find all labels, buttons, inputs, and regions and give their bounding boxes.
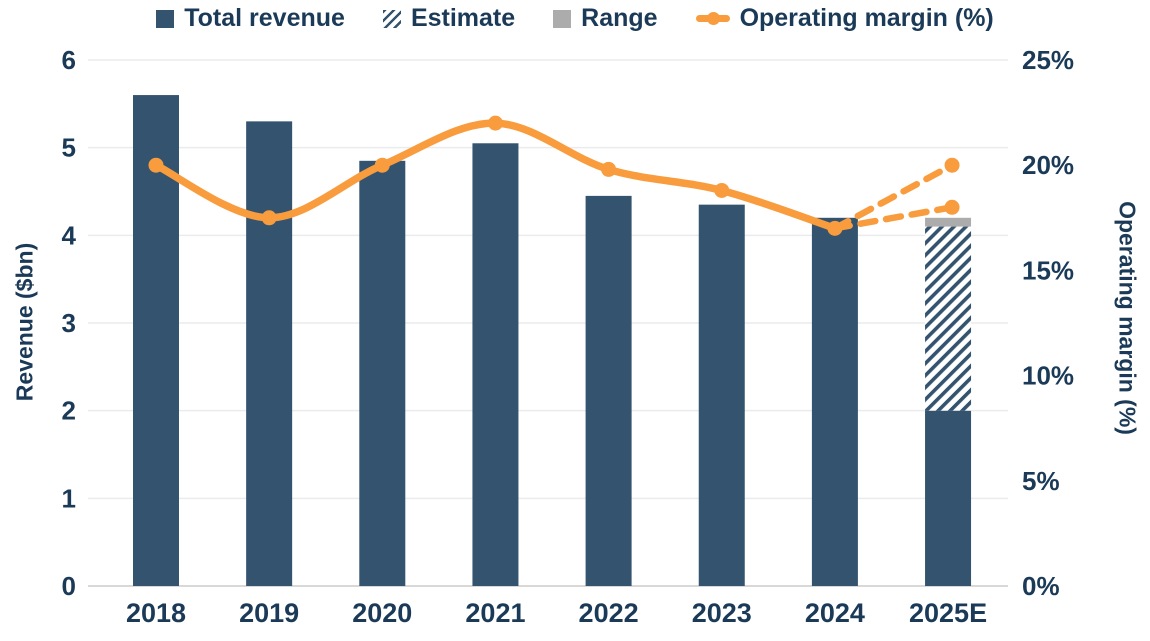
bar-2020 xyxy=(359,160,406,587)
right-axis-tick: 20% xyxy=(1022,150,1074,180)
legend-item-total-revenue: Total revenue xyxy=(156,4,345,33)
total-revenue-swatch-icon xyxy=(156,9,175,28)
bar-2022 xyxy=(585,195,632,586)
legend-label-operating-margin: Operating margin (%) xyxy=(739,4,994,32)
operating-margin-swatch-icon xyxy=(695,9,730,28)
right-axis-tick: 5% xyxy=(1022,466,1060,496)
x-axis-label-2025E: 2025E xyxy=(909,598,987,628)
x-axis-label-2020: 2020 xyxy=(352,598,412,628)
left-axis-tick: 3 xyxy=(62,308,76,338)
margin-marker-2021 xyxy=(487,115,503,131)
right-axis-tick: 15% xyxy=(1022,255,1074,285)
margin-estimate-dashed-low xyxy=(831,204,956,232)
left-axis-tick: 4 xyxy=(62,220,77,250)
estimate-bar-2025E xyxy=(925,226,972,411)
margin-marker-2020 xyxy=(374,157,390,173)
range-swatch-icon xyxy=(553,9,572,28)
estimate-swatch-icon xyxy=(382,9,401,28)
bar-2019 xyxy=(246,121,293,586)
margin-marker-2019 xyxy=(261,210,277,226)
margin-estimate-dashed-high xyxy=(831,161,956,232)
legend-item-estimate: Estimate xyxy=(382,4,516,33)
operating-margin-swatch-dot xyxy=(706,12,720,25)
right-axis-tick: 10% xyxy=(1022,361,1074,391)
legend-label-range: Range xyxy=(581,4,658,32)
bar-2023 xyxy=(698,204,745,586)
right-axis-tick: 0% xyxy=(1022,571,1060,601)
margin-marker-2018 xyxy=(148,157,164,173)
left-axis-tick: 5 xyxy=(62,133,76,163)
legend-label-total-revenue: Total revenue xyxy=(184,4,345,32)
margin-marker-2023 xyxy=(714,182,730,198)
x-axis-label-2023: 2023 xyxy=(692,598,752,628)
range-cap-2025E xyxy=(925,217,972,227)
margin-estimate-marker-high xyxy=(944,157,960,173)
margin-marker-2024 xyxy=(827,220,843,236)
left-axis-tick: 2 xyxy=(62,396,76,426)
x-axis-label-2024: 2024 xyxy=(805,598,865,628)
x-axis-label-2022: 2022 xyxy=(579,598,639,628)
left-axis-tick: 6 xyxy=(62,45,76,75)
bar-2021 xyxy=(472,143,519,587)
margin-estimate-marker-low xyxy=(944,199,960,215)
margin-marker-2022 xyxy=(601,161,617,177)
x-axis-label-2018: 2018 xyxy=(126,598,186,628)
legend-label-estimate: Estimate xyxy=(410,4,516,32)
left-axis-tick: 0 xyxy=(62,571,76,601)
x-axis-label-2019: 2019 xyxy=(239,598,299,628)
right-axis-tick: 25% xyxy=(1022,45,1074,75)
legend-item-range: Range xyxy=(553,4,658,33)
left-axis-tick: 1 xyxy=(62,483,76,513)
bar-2025E xyxy=(925,410,972,586)
legend-item-operating-margin: Operating margin (%) xyxy=(695,4,994,33)
x-axis-label-2021: 2021 xyxy=(465,598,525,628)
bar-2024 xyxy=(811,217,858,587)
chart-legend: Total revenue Estimate Range Operating m… xyxy=(0,4,1150,33)
